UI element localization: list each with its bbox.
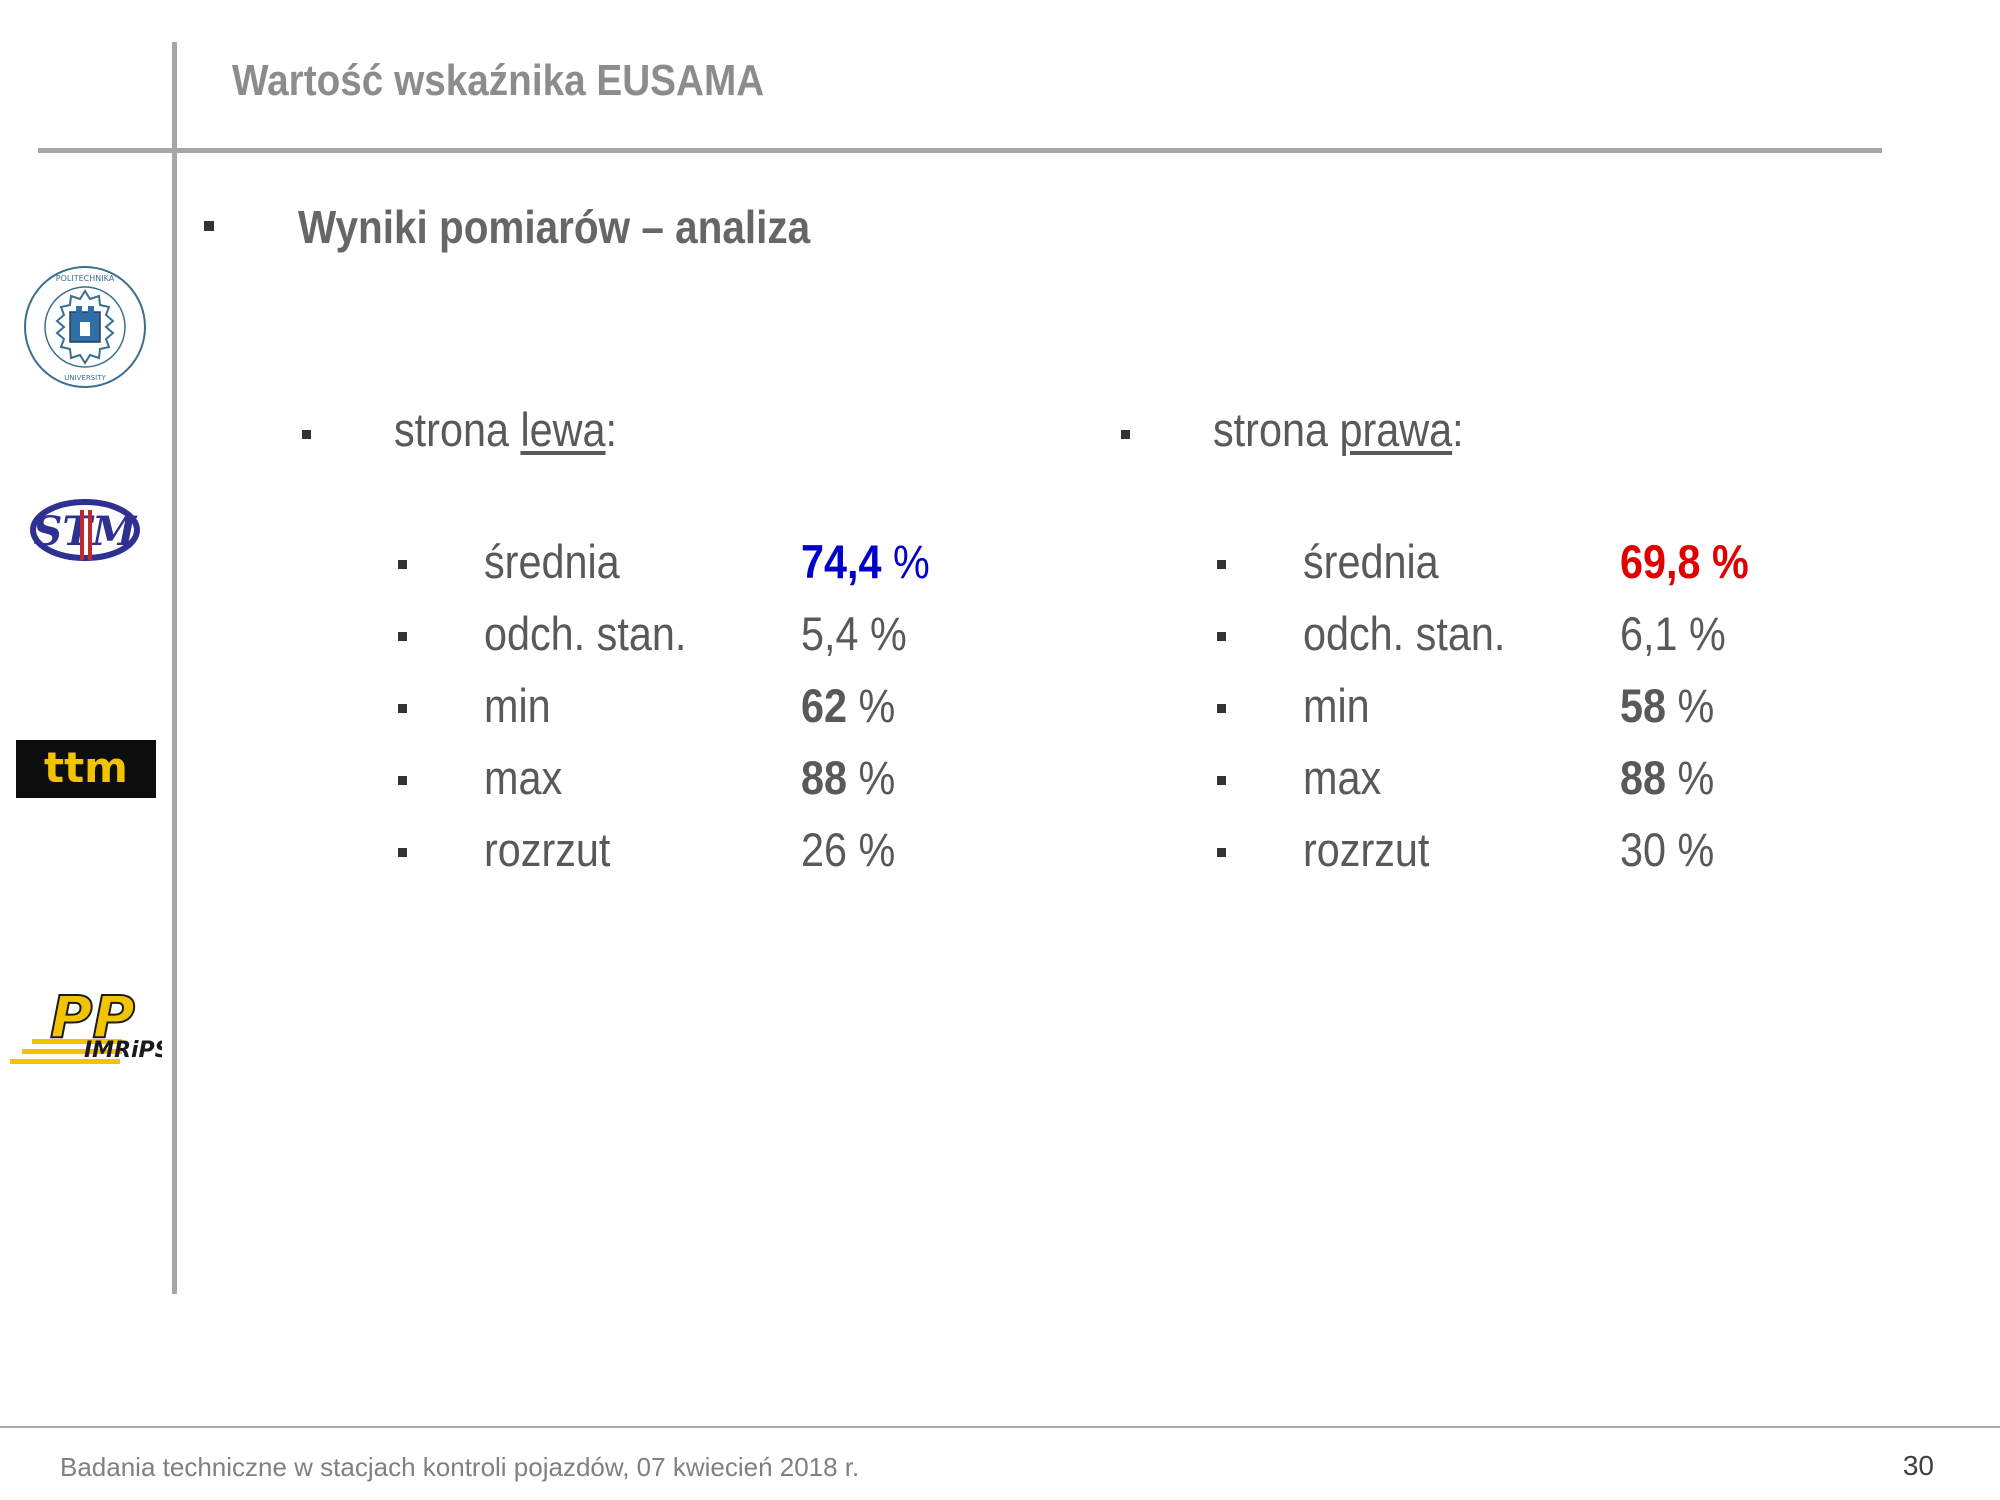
right-row-label: odch. stan. <box>1303 607 1506 660</box>
left-row-label: max <box>484 751 563 804</box>
left-row-label: odch. stan. <box>484 607 687 660</box>
svg-text:POLITECHNIKA: POLITECHNIKA <box>56 274 115 283</box>
svg-text:PP: PP <box>50 985 135 1051</box>
bullet-marker <box>1217 848 1226 857</box>
bullet-marker <box>1217 776 1226 785</box>
bullet-marker <box>398 632 407 641</box>
left-side-heading: strona lewa: <box>394 403 618 456</box>
left-row-label: rozrzut <box>484 823 611 876</box>
bullet-marker <box>398 704 407 713</box>
right-row-label: min <box>1303 679 1370 732</box>
svg-text:IMRiPS: IMRiPS <box>84 1038 162 1063</box>
footer-divider <box>0 1426 2000 1428</box>
right-min-value: 58 % <box>1620 679 1715 732</box>
university-logo: POLITECHNIKA UNIVERSITY <box>24 266 146 388</box>
right-row-label: max <box>1303 751 1382 804</box>
stm-logo: STM <box>30 499 140 561</box>
left-max-value: 88 % <box>801 751 896 804</box>
right-row-label: rozrzut <box>1303 823 1430 876</box>
svg-text:ttm: ttm <box>44 743 128 792</box>
bullet-marker <box>1121 430 1130 439</box>
vertical-divider <box>172 42 177 1294</box>
bullet-marker <box>398 560 407 569</box>
left-std-value: 5,4 % <box>801 607 907 660</box>
bullet-marker <box>398 776 407 785</box>
bullet-marker <box>204 221 214 231</box>
svg-text:UNIVERSITY: UNIVERSITY <box>64 374 106 382</box>
page-number: 30 <box>1902 1450 1934 1481</box>
right-range-value: 30 % <box>1620 823 1715 876</box>
right-std-value: 6,1 % <box>1620 607 1726 660</box>
bullet-marker <box>1217 632 1226 641</box>
right-row-label: średnia <box>1303 535 1439 588</box>
footer-text: Badania techniczne w stacjach kontroli p… <box>60 1452 860 1482</box>
svg-text:STM: STM <box>34 508 139 555</box>
right-mean-value: 69,8 % <box>1620 535 1749 588</box>
bullet-marker <box>1217 560 1226 569</box>
bullet-marker <box>398 848 407 857</box>
slide-title: Wartość wskaźnika EUSAMA <box>232 56 765 105</box>
pimrips-logo: PP IMRiPS <box>10 985 162 1064</box>
header-divider <box>38 148 1882 153</box>
left-min-value: 62 % <box>801 679 896 732</box>
right-side-heading: strona prawa: <box>1213 403 1464 456</box>
right-max-value: 88 % <box>1620 751 1715 804</box>
slide-subtitle: Wyniki pomiarów – analiza <box>298 201 811 253</box>
left-row-label: średnia <box>484 535 620 588</box>
bullet-marker <box>302 430 311 439</box>
ttm-logo: ttm <box>16 740 156 798</box>
left-mean-value: 74,4 % <box>801 535 930 588</box>
bullet-marker <box>1217 704 1226 713</box>
left-range-value: 26 % <box>801 823 896 876</box>
left-row-label: min <box>484 679 551 732</box>
